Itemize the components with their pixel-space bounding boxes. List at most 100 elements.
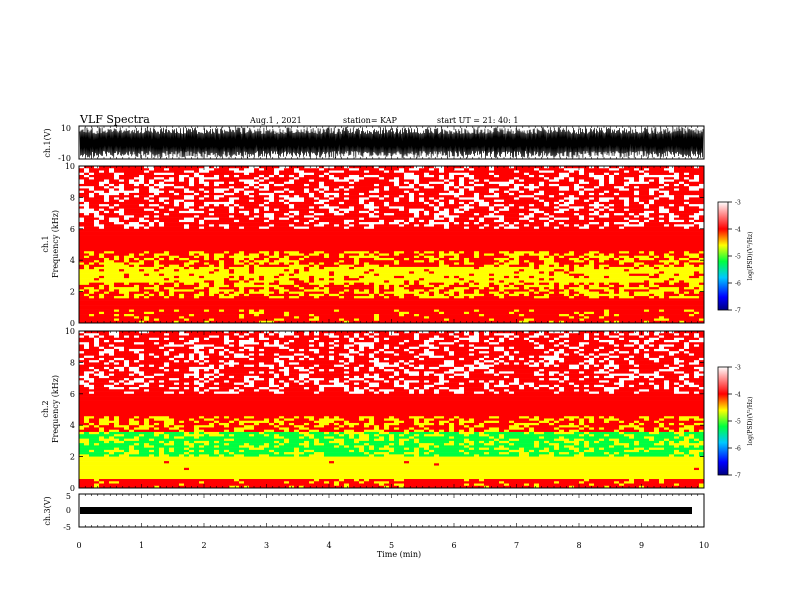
spectrogram-cell: [254, 190, 260, 194]
spectrogram-cell: [314, 262, 320, 265]
spectrogram-cell: [314, 204, 320, 207]
spectrogram-cell: [174, 255, 180, 259]
spectrogram-cell: [124, 226, 130, 230]
spectrogram-cell: [284, 284, 290, 288]
spectrogram-cell: [214, 235, 220, 239]
spectrogram-cell: [164, 260, 170, 263]
spectrogram-cell: [294, 235, 300, 239]
spectrogram-cell: [429, 298, 435, 301]
spectrogram-cell: [264, 240, 270, 243]
spectrogram-cell: [234, 219, 240, 223]
spectrogram-cell: [279, 179, 285, 182]
spectrogram-cell: [309, 179, 315, 182]
spectrogram-cell: [249, 206, 255, 209]
spectrogram-cell: [164, 262, 170, 265]
spectrogram-cell: [259, 222, 265, 225]
spectrogram-cell: [404, 237, 410, 241]
spectrogram-cell: [229, 242, 235, 245]
spectrogram-cell: [154, 222, 160, 225]
spectrogram-cell: [104, 314, 110, 317]
spectrogram-cell: [214, 260, 220, 263]
spectrogram-cell: [294, 320, 300, 324]
spectrogram-cell: [129, 269, 135, 272]
spectrogram-cell: [219, 253, 225, 257]
spectrogram-cell: [299, 222, 305, 225]
spectrogram-cell: [179, 177, 185, 180]
spectrogram-cell: [174, 311, 180, 315]
spectrogram-cell: [304, 186, 310, 189]
spectrogram-cell: [229, 255, 235, 259]
spectrogram-cell: [139, 208, 145, 212]
spectrogram-cell: [299, 309, 305, 313]
spectrogram-cell: [254, 248, 260, 252]
spectrogram-cell: [369, 235, 375, 239]
spectrogram-cell: [344, 183, 350, 187]
spectrogram-cell: [139, 199, 145, 203]
spectrogram-cell: [179, 314, 185, 317]
spectrogram-cell: [339, 253, 345, 257]
spectrogram-cell: [169, 242, 175, 245]
spectrogram-cell: [244, 314, 250, 317]
spectrogram-cell: [379, 282, 385, 286]
spectrogram-cell: [399, 314, 405, 317]
spectrogram-cell: [429, 318, 435, 322]
spectrogram-cell: [324, 204, 330, 207]
spectrogram-cell: [264, 280, 270, 283]
spectrogram-cell: [289, 253, 295, 257]
spectrogram-cell: [159, 246, 165, 250]
spectrogram-cell: [419, 280, 425, 283]
spectrogram-cell: [394, 186, 400, 189]
spectrogram-cell: [79, 251, 85, 254]
spectrogram-cell: [309, 275, 315, 279]
spectrogram-cell: [84, 204, 90, 207]
spectrogram-cell: [89, 302, 95, 306]
spectrogram-cell: [364, 201, 370, 205]
spectrogram-cell: [189, 242, 195, 245]
spectrogram-cell: [279, 266, 285, 270]
spectrogram-cell: [114, 228, 120, 232]
spectrogram-cell: [199, 240, 205, 243]
spectrogram-cell: [174, 262, 180, 265]
spectrogram-cell: [214, 219, 220, 223]
spectrogram-cell: [109, 273, 115, 277]
spectrogram-cell: [199, 251, 205, 254]
spectrogram-cell: [349, 208, 355, 212]
spectrogram-cell: [314, 190, 320, 194]
spectrogram-cell: [364, 210, 370, 214]
spectrogram-cell: [419, 266, 425, 270]
spectrogram-cell: [199, 282, 205, 286]
spectrogram-cell: [404, 168, 410, 171]
spectrogram-cell: [384, 307, 390, 310]
spectrogram-cell: [329, 199, 335, 203]
spectrogram-cell: [334, 255, 340, 259]
spectrogram-cell: [189, 219, 195, 223]
spectrogram-cell: [299, 168, 305, 171]
spectrogram-cell: [234, 266, 240, 270]
spectrogram-cell: [359, 255, 365, 259]
spectrogram-cell: [124, 201, 130, 205]
spectrogram-cell: [354, 166, 360, 169]
spectrogram-cell: [99, 275, 105, 279]
spectrogram-cell: [284, 289, 290, 292]
spectrogram-cell: [284, 287, 290, 290]
spectrogram-cell: [319, 302, 325, 306]
spectrogram-cell: [354, 231, 360, 234]
spectrogram-cell: [239, 174, 245, 178]
spectrogram-cell: [174, 291, 180, 295]
spectrogram-cell: [194, 195, 200, 198]
spectrogram-cell: [224, 201, 230, 205]
spectrogram-cell: [334, 201, 340, 205]
spectrogram-cell: [399, 228, 405, 232]
spectrogram-cell: [329, 219, 335, 223]
spectrogram-cell: [324, 269, 330, 272]
spectrogram-cell: [309, 246, 315, 250]
spectrogram-cell: [234, 289, 240, 292]
spectrogram-cell: [344, 181, 350, 185]
spectrogram-cell: [399, 266, 405, 270]
spectrogram-cell: [104, 253, 110, 257]
spectrogram-cell: [144, 291, 150, 295]
spectrogram-cell: [269, 177, 275, 180]
spectrogram-cell: [409, 215, 415, 218]
spectrogram-cell: [99, 260, 105, 263]
spectrogram-cell: [394, 242, 400, 245]
